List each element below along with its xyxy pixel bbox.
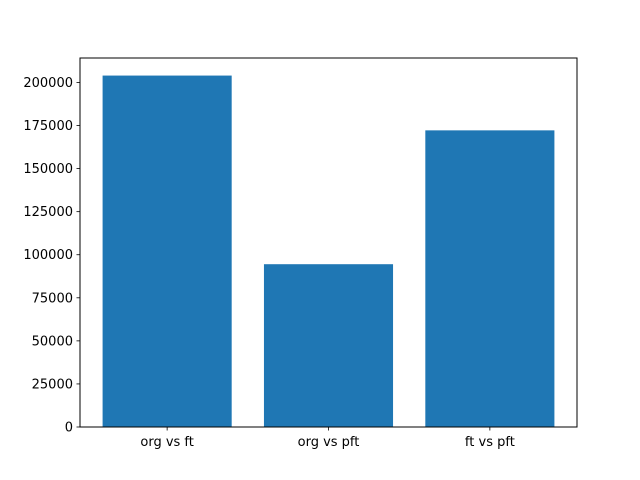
y-tick-label: 200000 xyxy=(23,76,73,91)
x-tick-label: org vs pft xyxy=(298,435,360,450)
y-tick-label: 175000 xyxy=(23,119,73,134)
bar-org-vs-ft xyxy=(102,75,232,428)
bar-ft-vs-pft xyxy=(425,130,555,427)
x-tick-label: ft vs pft xyxy=(465,435,515,450)
y-tick-label: 100000 xyxy=(23,248,73,263)
y-tick-label: 150000 xyxy=(23,162,73,177)
y-tick-label: 0 xyxy=(65,421,73,436)
bar-org-vs-pft xyxy=(263,264,394,427)
y-tick-label: 75000 xyxy=(32,291,73,306)
y-tick-label: 125000 xyxy=(23,205,73,220)
x-tick-label: org vs ft xyxy=(140,435,194,450)
y-tick-label: 25000 xyxy=(32,377,73,392)
y-tick-label: 50000 xyxy=(32,334,73,349)
